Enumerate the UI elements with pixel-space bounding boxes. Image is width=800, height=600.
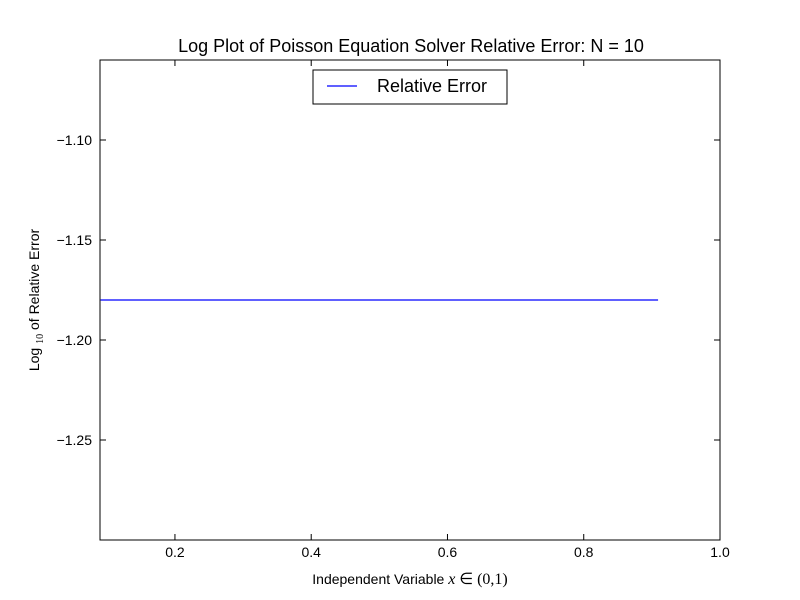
y-axis-label-subscript: 10	[35, 334, 46, 344]
x-tick-label: 0.4	[301, 544, 321, 560]
y-axis: −1.10 −1.15 −1.20 −1.25	[57, 132, 720, 448]
x-axis: 0.2 0.4 0.6 0.8 1.0	[165, 60, 730, 560]
x-tick-label: 0.2	[165, 544, 185, 560]
y-axis-label-base: Log	[26, 348, 42, 371]
y-tick-label: −1.10	[57, 132, 93, 148]
y-axis-label-rest: of Relative Error	[26, 229, 42, 330]
x-axis-label-element-of: ∈	[459, 571, 473, 588]
x-tick-label: 0.6	[438, 544, 458, 560]
y-tick-label: −1.25	[57, 432, 93, 448]
x-axis-label-variable: x	[447, 571, 455, 588]
x-tick-label: 0.8	[574, 544, 594, 560]
plot-frame	[99, 59, 721, 541]
y-tick-label: −1.20	[57, 332, 93, 348]
x-tick-label: 1.0	[710, 544, 730, 560]
legend-label: Relative Error	[377, 76, 487, 96]
y-tick-label: −1.15	[57, 232, 93, 248]
x-axis-label-interval: (0,1)	[477, 571, 508, 588]
legend-box	[312, 69, 508, 105]
legend: Relative Error	[312, 69, 508, 105]
x-axis-label: Independent Variable x ∈ (0,1)	[312, 571, 507, 588]
y-axis-label: Log 10 of Relative Error	[26, 229, 46, 372]
chart-title: Log Plot of Poisson Equation Solver Rela…	[178, 36, 644, 56]
x-axis-label-prefix: Independent Variable	[312, 571, 444, 587]
